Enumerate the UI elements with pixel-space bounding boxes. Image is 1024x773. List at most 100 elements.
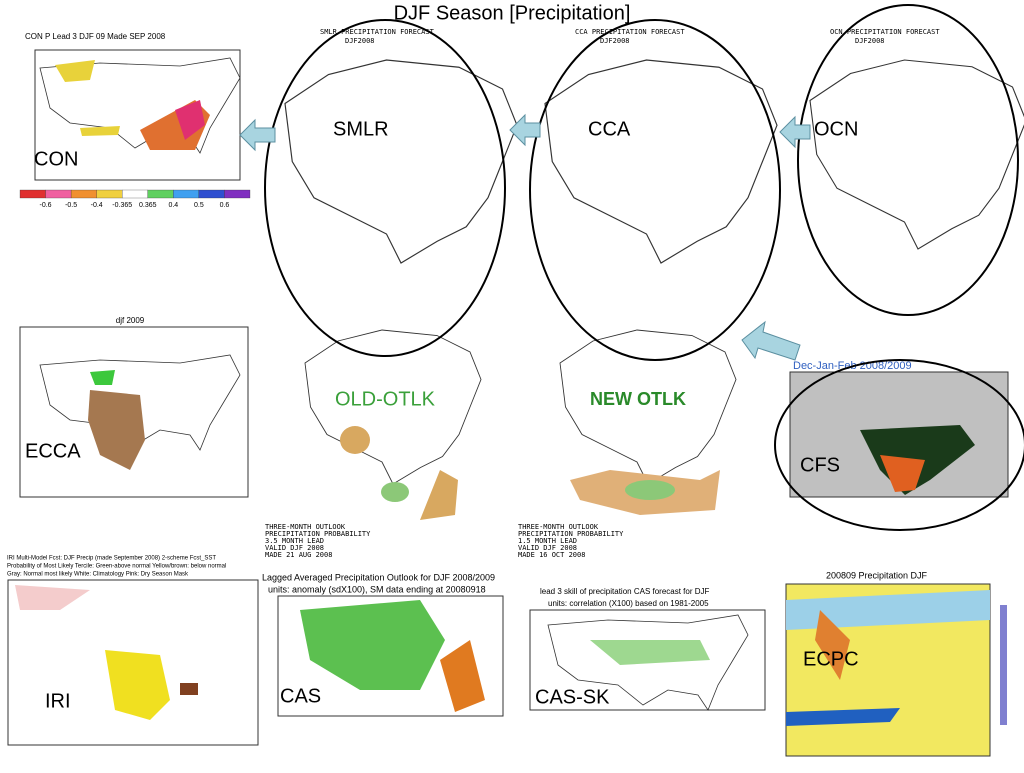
outlook-note: THREE-MONTH OUTLOOK: [265, 523, 346, 531]
scale-label: 0.365: [139, 202, 157, 209]
panel-label: SMLR: [333, 118, 389, 140]
color-swatch: [19, 189, 46, 199]
new-outlook-panel: NEW OTLK THREE-MONTH OUTLOOKPRECIPITATIO…: [518, 329, 737, 559]
panel-header: CON P Lead 3 DJF 09 Made SEP 2008: [25, 32, 166, 41]
panel-header: SMLR PRECIPITATION FORECAST: [320, 28, 435, 36]
anomaly: [880, 455, 925, 492]
panel-label: NEW OTLK: [590, 389, 686, 409]
panel-label: OLD-OTLK: [335, 388, 436, 410]
panel-label: ECPC: [803, 648, 859, 670]
panel-header: units: correlation (X100) based on 1981-…: [548, 599, 709, 608]
panel-header: CCA PRECIPITATION FORECAST: [575, 28, 685, 36]
slide-title: DJF Season [Precipitation]: [394, 2, 631, 24]
color-swatch: [96, 189, 123, 199]
color-swatch: [70, 189, 97, 199]
cassk-panel: lead 3 skill of precipitation CAS foreca…: [529, 587, 766, 711]
highlight-ellipse: [797, 4, 1019, 316]
outlook-note: MADE 21 AUG 2008: [265, 551, 332, 559]
panel-header: units: anomaly (sdX100), SM data ending …: [268, 584, 486, 594]
con-panel: CON P Lead 3 DJF 09 Made SEP 2008 CON -0…: [19, 32, 251, 209]
scale-label: -0.5: [65, 202, 77, 209]
anomaly: [175, 100, 205, 140]
scale-label: -0.4: [91, 202, 103, 209]
anomaly: [625, 480, 675, 500]
panel-header: 200809 Precipitation DJF: [826, 570, 928, 580]
panel-header: Gray: Normal most likely White: Climatol…: [7, 572, 189, 578]
color-scale: -0.6 -0.5 -0.4 -0.365 0.365 0.4 0.5 0.6: [19, 189, 251, 209]
color-swatch: [147, 189, 174, 199]
panel-label: CAS-SK: [535, 686, 610, 708]
scale-label: 0.4: [168, 202, 178, 209]
anomaly: [786, 590, 990, 630]
highlight-ellipse: [264, 19, 506, 357]
panel-header: DJF2008: [345, 37, 375, 45]
panel-header: lead 3 skill of precipitation CAS foreca…: [540, 587, 710, 596]
cca-panel: CCA PRECIPITATION FORECAST DJF2008 CCA: [544, 28, 778, 264]
panel-label: CON: [34, 148, 78, 170]
anomaly: [88, 390, 145, 470]
outlook-note: 1.5 MONTH LEAD: [518, 537, 577, 545]
smlr-panel: SMLR PRECIPITATION FORECAST DJF2008 SMLR: [284, 28, 518, 264]
scale-label: -0.6: [40, 202, 52, 209]
map: [544, 59, 778, 264]
anomaly: [15, 585, 90, 610]
cas-panel: Lagged Averaged Precipitation Outlook fo…: [262, 572, 504, 717]
iri-panel: IRI Multi-Model Fcst: DJF Precip (made S…: [7, 556, 259, 746]
old-outlook-panel: OLD-OTLK THREE-MONTH OUTLOOKPRECIPITATIO…: [265, 329, 482, 559]
color-swatch: [173, 189, 200, 199]
panel-header: djf 2009: [116, 316, 145, 325]
panel-header: DJF2008: [855, 37, 885, 45]
ocn-panel: OCN PRECIPITATION FORECAST DJF2008 OCN: [809, 28, 1024, 250]
color-swatch: [198, 189, 225, 199]
panel-header: DJF2008: [600, 37, 630, 45]
anomaly: [340, 426, 370, 454]
anomaly: [180, 683, 198, 695]
color-swatch: [224, 189, 251, 199]
scale-label: 0.6: [220, 202, 230, 209]
anomaly: [80, 126, 120, 136]
panel-label: IRI: [45, 690, 71, 712]
panel-label: ECCA: [25, 440, 81, 462]
anomaly: [90, 370, 115, 385]
arrow: [741, 320, 801, 361]
panel-header: IRI Multi-Model Fcst: DJF Precip (made S…: [7, 556, 216, 562]
anomaly: [590, 640, 710, 665]
panel-label: CCA: [588, 118, 631, 140]
anomaly: [420, 470, 458, 520]
anomaly: [440, 640, 485, 712]
anomaly: [55, 60, 95, 82]
scale-label: 0.5: [194, 202, 204, 209]
panel-label: CAS: [280, 685, 321, 707]
anomaly: [786, 708, 900, 726]
scale-label: -0.365: [112, 202, 132, 209]
arrow: [779, 115, 811, 149]
color-scale: [1000, 605, 1007, 725]
panel-label: CFS: [800, 454, 840, 476]
ecpc-panel: 200809 Precipitation DJF ECPC: [785, 570, 1007, 757]
outlook-note: PRECIPITATION PROBABILITY: [518, 530, 624, 538]
outlook-note: MADE 16 OCT 2008: [518, 551, 585, 559]
cfs-panel: Dec-Jan-Feb 2008/2009 CFS: [789, 360, 1009, 498]
panel-header: Lagged Averaged Precipitation Outlook fo…: [262, 572, 495, 582]
highlight-ellipse: [529, 19, 781, 361]
color-swatch: [45, 189, 72, 199]
panel-label: OCN: [814, 118, 858, 140]
panel-header: OCN PRECIPITATION FORECAST: [830, 28, 940, 36]
color-swatch: [122, 189, 148, 199]
arrow: [239, 118, 276, 152]
outlook-note: 3.5 MONTH LEAD: [265, 537, 324, 545]
anomaly: [300, 600, 445, 690]
panel-header: Probability of Most Likely Tercile: Gree…: [7, 564, 226, 570]
ecca-panel: djf 2009 ECCA: [19, 316, 249, 498]
outlook-note: VALID DJF 2008: [265, 544, 324, 552]
anomaly: [105, 650, 170, 720]
outlook-note: PRECIPITATION PROBABILITY: [265, 530, 371, 538]
outlook-note: THREE-MONTH OUTLOOK: [518, 523, 599, 531]
outlook-note: VALID DJF 2008: [518, 544, 577, 552]
anomaly: [815, 610, 850, 680]
arrow: [509, 113, 541, 147]
anomaly: [381, 482, 409, 502]
highlight-ellipse: [774, 359, 1024, 531]
map: [809, 59, 1024, 250]
